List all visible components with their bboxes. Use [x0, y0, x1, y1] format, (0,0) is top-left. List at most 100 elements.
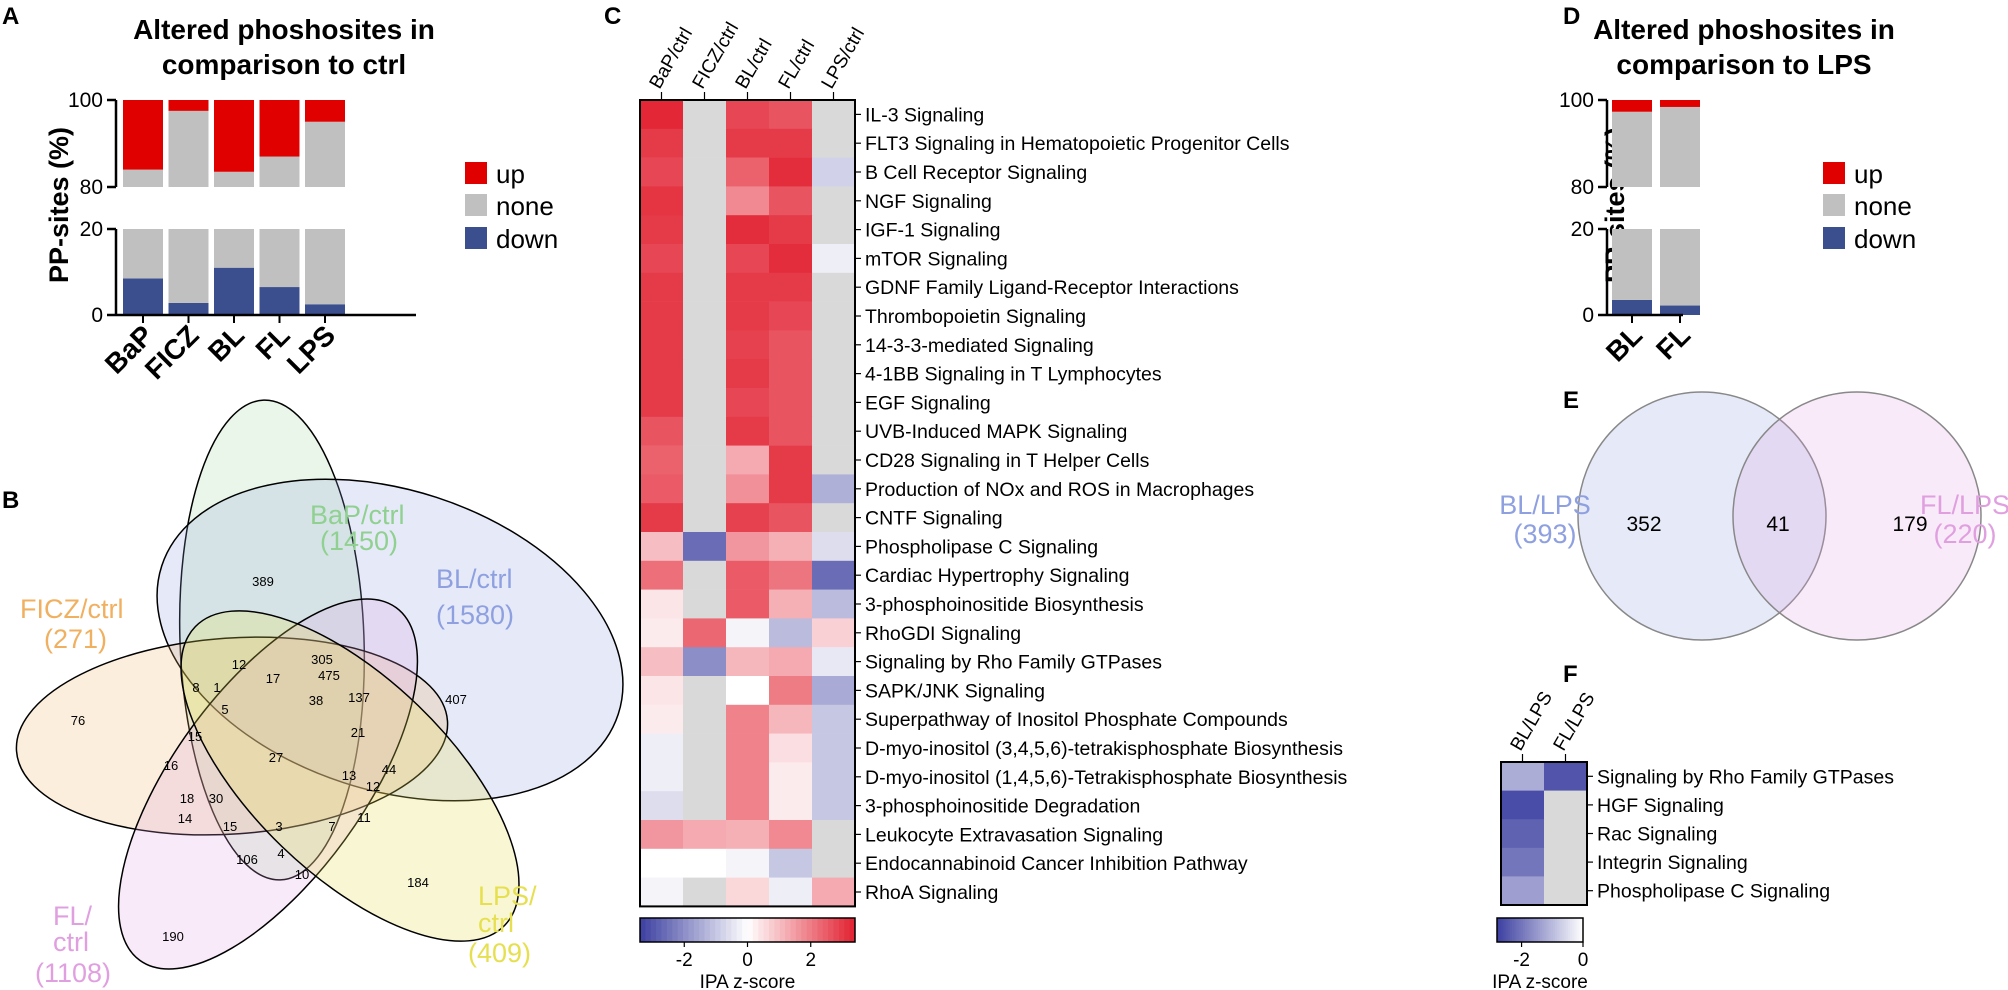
heatmap-cell [812, 244, 856, 274]
heatmap-row-label: IL-3 Signaling [865, 104, 984, 126]
heatmap-cell [1501, 847, 1545, 877]
heatmap-column-label: LPS/ctrl [818, 24, 869, 92]
heatmap-cell [1501, 762, 1545, 791]
heatmap-cell [640, 791, 684, 821]
panel-letter-a: A [2, 3, 19, 30]
legend-label-up: up [1854, 159, 1883, 189]
colorbar-step [1524, 918, 1528, 942]
heatmap-c-grid [639, 99, 856, 908]
panel-letter-e: E [1563, 387, 1579, 414]
bar-segment-up [168, 100, 209, 111]
legend-label-none: none [1854, 191, 1912, 221]
heatmap-cell [812, 503, 856, 533]
bar-segment-up [305, 100, 345, 122]
heatmap-row-label: D-myo-inositol (3,4,5,6)-tetrakisphospha… [865, 738, 1343, 760]
colorbar-step [1527, 918, 1530, 942]
venn-region-count: 27 [269, 750, 283, 765]
heatmap-cell [726, 128, 770, 158]
heatmap-cell [812, 272, 856, 302]
heatmap-cell [683, 388, 727, 418]
heatmap-cell [769, 445, 813, 475]
legend-swatch-up [1823, 162, 1845, 184]
colorbar-step [1552, 918, 1556, 942]
colorbar-step [779, 918, 786, 942]
heatmap-row-label: Endocannabinoid Cancer Inhibition Pathwa… [865, 853, 1248, 875]
heatmap-cell [812, 762, 856, 792]
heatmap-row-label: Integrin Signaling [1597, 852, 1748, 874]
bar-segment-none [1612, 111, 1652, 187]
panel-a-bar-chart: Altered phoshosites in comparison to ctr… [44, 14, 558, 385]
colorbar-step [774, 918, 781, 942]
panel-letter-c: C [604, 3, 621, 30]
heatmap-row-label: Rac Signaling [1597, 824, 1717, 846]
venn-region-count: 4 [277, 846, 284, 861]
colorbar-tick-label: -2 [676, 950, 693, 971]
heatmap-cell [726, 791, 770, 821]
chart-d-title-line1: Altered phoshosites in [1593, 14, 1895, 45]
heatmap-cell [812, 301, 856, 331]
bar-segment-up [1612, 100, 1652, 112]
colorbar-step [1544, 918, 1547, 942]
colorbar-step [672, 918, 679, 942]
colorbar-step [769, 918, 775, 942]
colorbar-step [656, 918, 662, 942]
colorbar-step [1574, 918, 1577, 942]
heatmap-cell [769, 301, 813, 331]
heatmap-cell [726, 647, 770, 677]
heatmap-cell [812, 359, 856, 389]
colorbar-step [1522, 918, 1526, 942]
bar-segment-none [123, 169, 163, 187]
y-tick-label: 100 [68, 89, 103, 112]
heatmap-cell [812, 474, 856, 504]
heatmap-cell [812, 100, 856, 130]
heatmap-cell [726, 589, 770, 619]
panel-d-bar-chart: Altered phoshosites in comparison to LPS… [1559, 14, 1916, 368]
heatmap-cell [683, 647, 727, 677]
colorbar-step [1542, 918, 1545, 942]
heatmap-cell [640, 560, 684, 590]
heatmap-row-label: 14-3-3-mediated Signaling [865, 335, 1094, 357]
heatmap-f-row-labels: Signaling by Rho Family GTPases HGF Signa… [1587, 766, 1894, 903]
venn-b-region-counts: 389 407 76 190 184 305 475 12 17 8 1 5 3… [71, 574, 467, 944]
heatmap-cell [640, 676, 684, 706]
heatmap-cell [1544, 762, 1588, 791]
heatmap-cell [683, 503, 727, 533]
heatmap-cell [640, 100, 684, 130]
venn-region-count: 179 [1892, 513, 1927, 536]
venn-region-count: 5 [221, 702, 228, 717]
legend-label-up: up [496, 159, 525, 189]
legend-label-down: down [496, 224, 558, 254]
colorbar-step [1509, 918, 1513, 942]
heatmap-cell [726, 359, 770, 389]
heatmap-cell [640, 301, 684, 331]
y-tick-label: 0 [91, 304, 103, 327]
colorbar-step [1578, 918, 1582, 942]
heatmap-cell [640, 215, 684, 245]
heatmap-cell [769, 820, 813, 850]
y-tick-label: 0 [1582, 304, 1594, 327]
venn-region-count: 7 [328, 819, 335, 834]
heatmap-cell [683, 244, 727, 274]
heatmap-cell [769, 244, 813, 274]
venn-region-count: 41 [1766, 513, 1789, 536]
heatmap-cell [726, 877, 770, 907]
colorbar-step [1501, 918, 1504, 942]
heatmap-cell [726, 244, 770, 274]
colorbar-step [715, 918, 722, 942]
heatmap-cell [1501, 819, 1545, 849]
heatmap-cell [640, 618, 684, 648]
heatmap-row-label: Signaling by Rho Family GTPases [1597, 766, 1894, 788]
heatmap-cell [769, 359, 813, 389]
heatmap-cell [683, 560, 727, 590]
heatmap-row-label: 4-1BB Signaling in T Lymphocytes [865, 364, 1162, 386]
venn-region-count: 18 [180, 791, 194, 806]
colorbar-step [650, 918, 657, 942]
chart-d-legend: up none down [1823, 159, 1916, 254]
colorbar-step [1514, 918, 1517, 942]
colorbar-step [709, 918, 716, 942]
colorbar-step [812, 918, 818, 942]
heatmap-cell [812, 388, 856, 418]
heatmap-cell [1501, 876, 1545, 906]
venn-circle-fl-lps [1732, 391, 1982, 641]
